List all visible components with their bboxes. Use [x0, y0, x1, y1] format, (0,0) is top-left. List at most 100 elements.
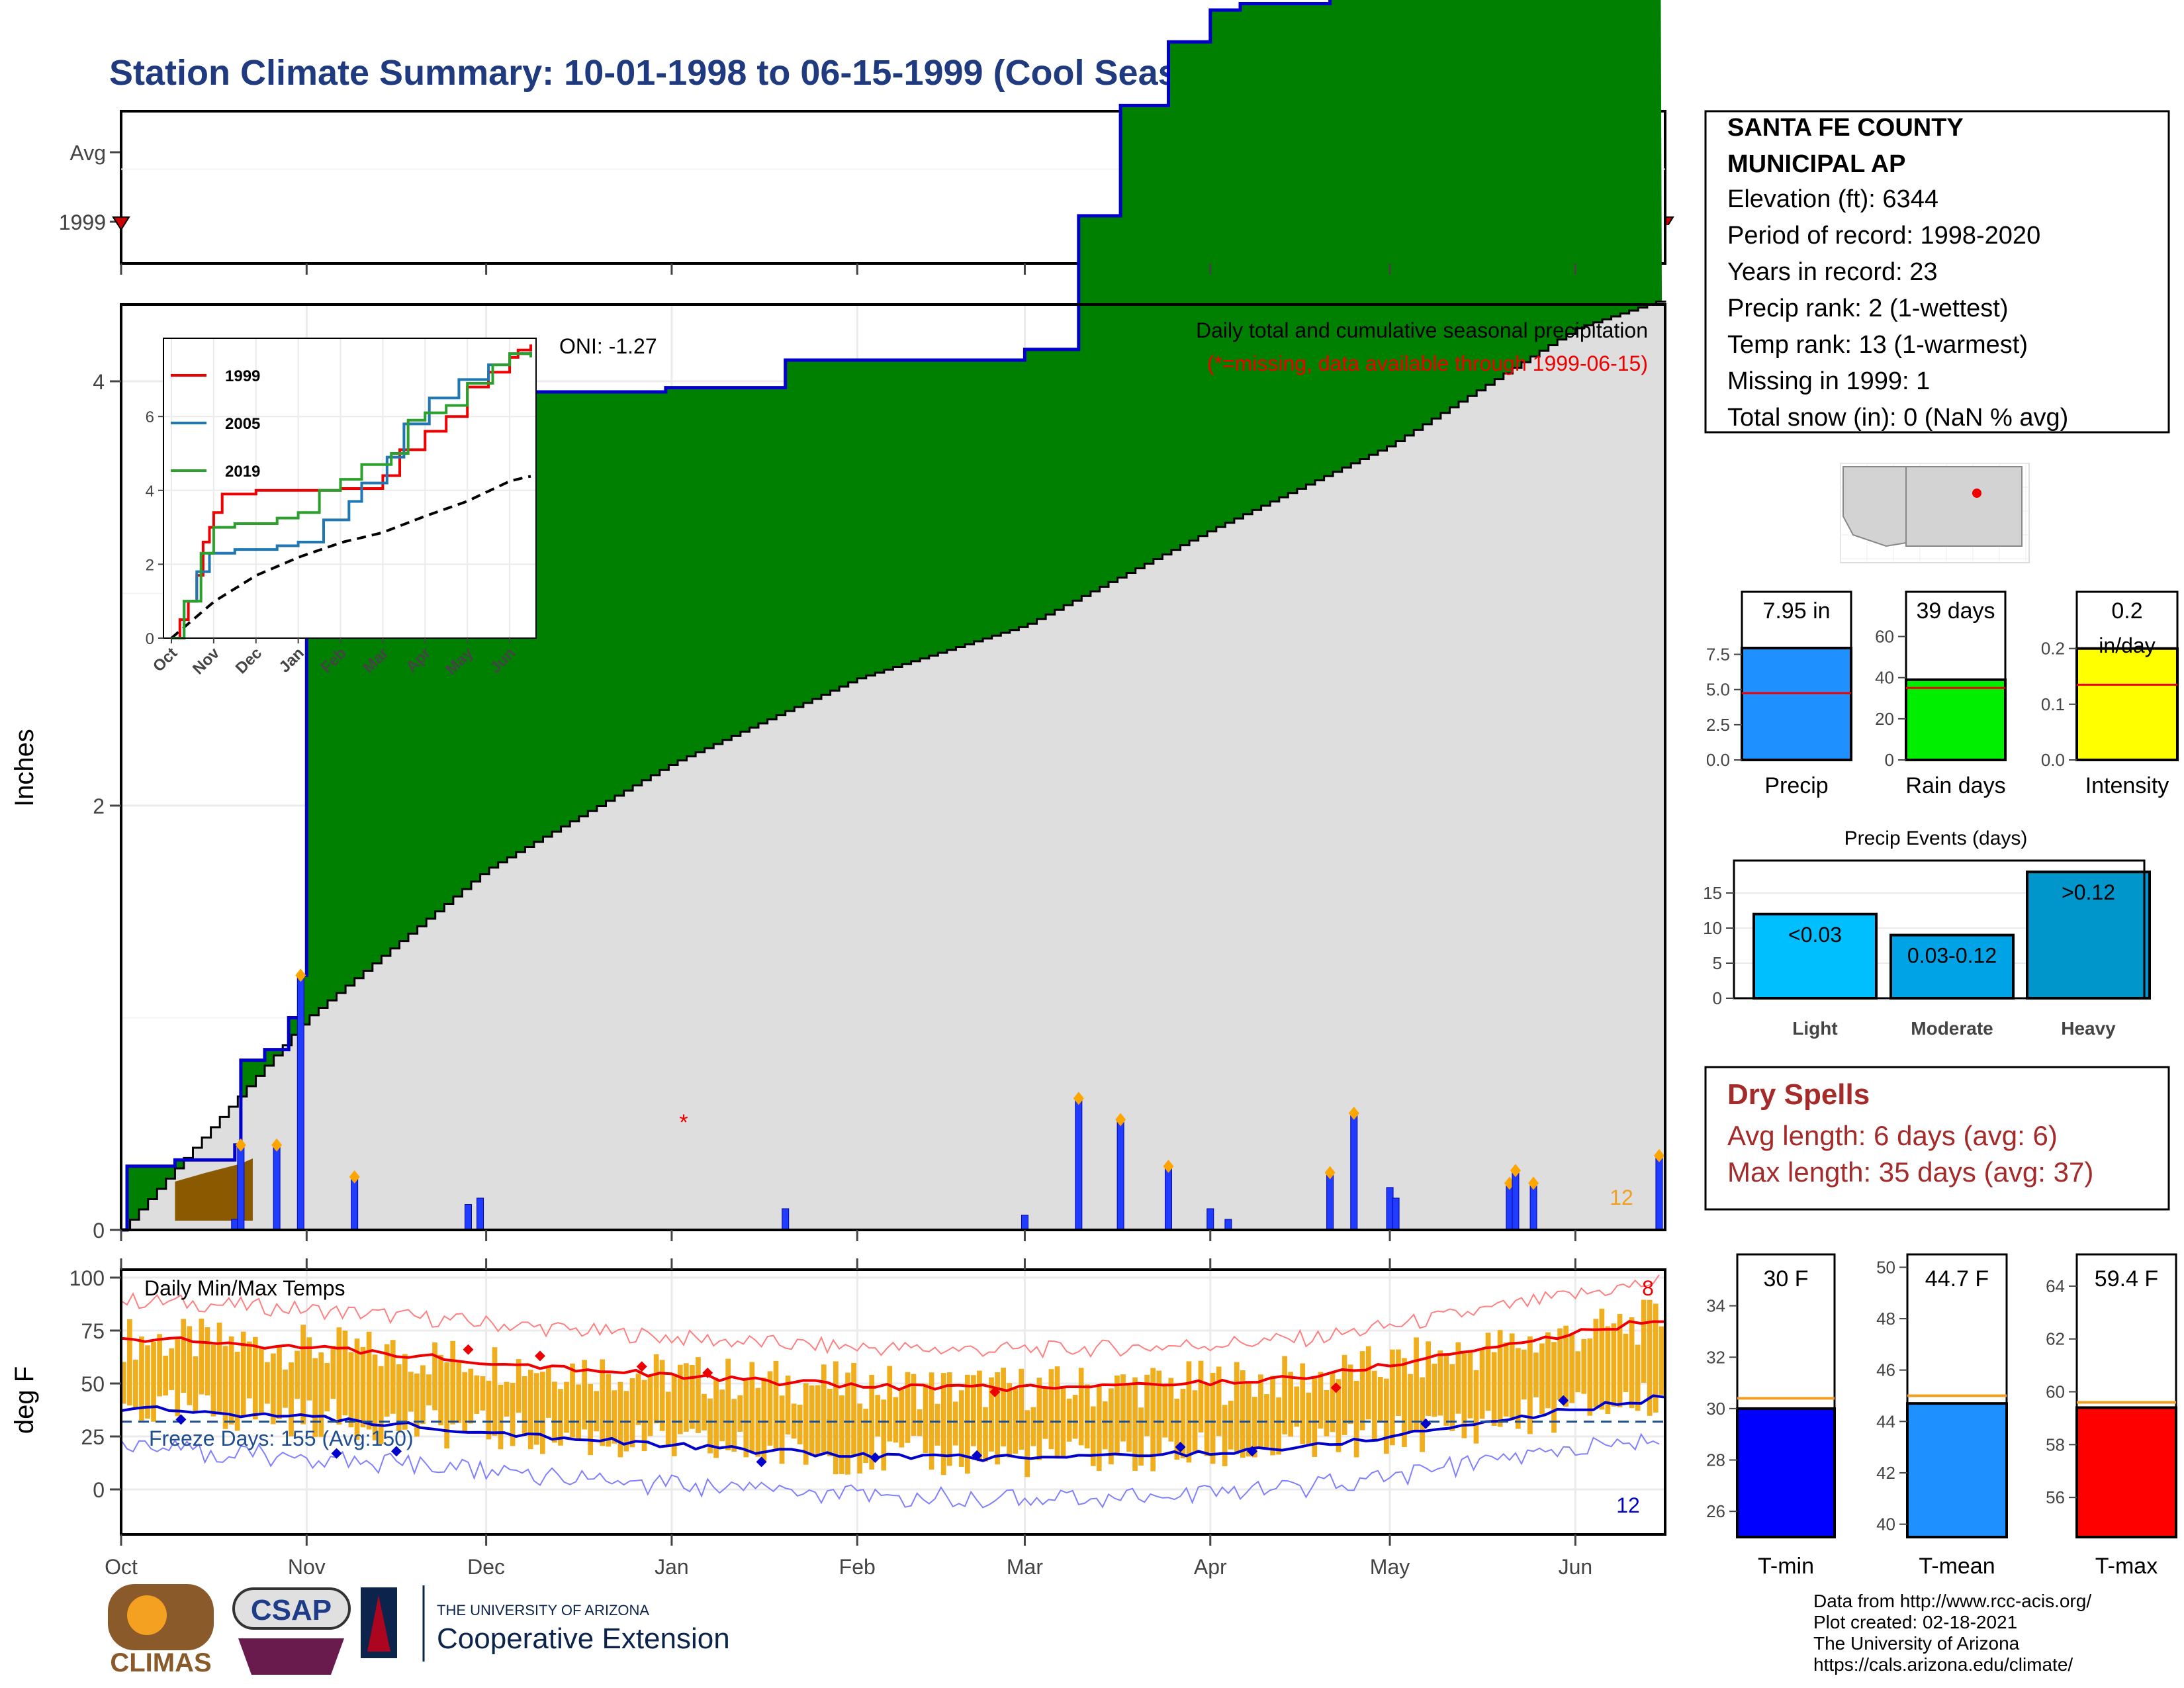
temp-summary-tick-label: 48	[1876, 1309, 1895, 1329]
record-min-line	[120, 1432, 1660, 1509]
daily-temp-bar	[1647, 1299, 1653, 1416]
daily-temp-bar	[1432, 1364, 1437, 1417]
daily-temp-bar	[354, 1338, 360, 1440]
temp-summary-tick-label: 40	[1876, 1515, 1895, 1534]
heavy-event-marker	[1073, 1092, 1084, 1105]
daily-temp-bar	[665, 1391, 671, 1445]
daily-temp-bar	[546, 1366, 551, 1418]
record-low-marker	[1558, 1395, 1569, 1406]
record-low-marker	[870, 1452, 881, 1463]
daily-temp-bar	[246, 1341, 252, 1399]
heavy-event-marker	[1324, 1166, 1336, 1180]
summary-bar-tick-label: 40	[1875, 668, 1894, 688]
temp-summary-tick-label: 44	[1876, 1411, 1895, 1431]
event-bar-label: 0.03-0.12	[1907, 944, 1997, 968]
heavy-event-marker	[1653, 1149, 1664, 1162]
daily-temp-bar	[1455, 1342, 1461, 1414]
daily-temp-bar	[1109, 1388, 1114, 1465]
temp-summary-tick-label: 42	[1876, 1463, 1895, 1483]
climas-logo-sun	[127, 1595, 167, 1635]
events-title: Precip Events (days)	[1844, 827, 2028, 849]
daily-temp-bar	[797, 1404, 803, 1444]
station-info-line: Total snow (in): 0 (NaN % avg)	[1727, 404, 2068, 432]
inset-legend-label: 1999	[225, 367, 260, 385]
record-low-marker	[972, 1450, 983, 1461]
daily-temp-bar	[1042, 1386, 1048, 1439]
temp-panel-frame	[120, 1268, 1666, 1536]
temp-summary-tick-label: 58	[2046, 1434, 2065, 1454]
daily-temp-bar	[330, 1346, 336, 1399]
daily-temp-bar	[151, 1342, 156, 1422]
daily-temp-bar	[1437, 1350, 1443, 1416]
daily-temp-bar	[1001, 1368, 1006, 1447]
daily-temp-bar	[1420, 1377, 1425, 1452]
daily-temp-bar	[1497, 1330, 1503, 1427]
daily-temp-bar	[139, 1336, 144, 1421]
summary-bar-tick-label: 0.0	[2041, 750, 2065, 770]
daily-precip-bar	[1326, 1172, 1334, 1231]
inset-average-line	[170, 475, 531, 639]
events-tick-label: 15	[1703, 883, 1722, 903]
new-mexico-shape	[1905, 466, 2023, 547]
temp-summary-tick-label: 46	[1876, 1360, 1895, 1380]
daily-temp-bar	[737, 1395, 743, 1432]
temp-y-axis-label: deg F	[10, 1366, 39, 1434]
heavy-event-marker	[1528, 1176, 1539, 1190]
daily-temp-bar	[1557, 1328, 1563, 1401]
summary-bar-1	[1905, 678, 2007, 762]
daily-precip-bar	[1392, 1197, 1400, 1231]
daily-temp-bar	[1533, 1352, 1539, 1397]
daily-precip-bar	[1512, 1170, 1520, 1231]
daily-temp-bar	[510, 1383, 516, 1446]
daily-temp-bar	[1174, 1399, 1180, 1460]
station-info-line: Years in record: 23	[1727, 258, 1938, 286]
daily-temp-bar	[426, 1374, 432, 1406]
daily-temp-bar	[127, 1319, 132, 1406]
daily-temp-bar	[527, 1370, 533, 1450]
credit-line: Data from http://www.rcc-acis.org/	[1813, 1591, 2091, 1611]
daily-temp-bar	[318, 1352, 324, 1437]
daily-temp-bar	[522, 1376, 527, 1436]
daily-temp-bar	[121, 1362, 126, 1404]
summary-bar-value: 39 days	[1916, 598, 1995, 624]
inset-y-tick-label: 2	[146, 556, 154, 574]
temp-y-tick-label: 25	[81, 1425, 105, 1449]
temp-x-tick-label: Mar	[1007, 1555, 1043, 1579]
temp-summary-tick-label: 26	[1706, 1501, 1725, 1521]
daily-temp-bar	[731, 1399, 737, 1452]
summary-bar-0	[1741, 646, 1852, 761]
summary-bar-tick-label: 0.0	[1706, 750, 1730, 770]
daily-temp-bar	[289, 1362, 294, 1436]
daily-temp-bar	[1359, 1351, 1365, 1430]
inset-y-tick-label: 4	[146, 483, 154, 500]
precip-panel-frame	[120, 303, 1666, 1231]
first-event-marker	[112, 216, 130, 231]
daily-temp-bar	[1605, 1326, 1611, 1415]
daily-temp-bar	[216, 1323, 222, 1414]
daily-precip-bar	[273, 1145, 281, 1231]
temp-summary-label: T-min	[1758, 1554, 1814, 1579]
daily-precip-bar	[1529, 1182, 1537, 1231]
daily-temp-bar	[779, 1395, 785, 1464]
daily-temp-bar	[606, 1374, 612, 1447]
record-high-marker	[1330, 1382, 1342, 1393]
station-info-line: Precip rank: 2 (1-wettest)	[1727, 295, 2008, 322]
daily-temp-bar	[492, 1347, 498, 1436]
daily-temp-bar	[181, 1319, 187, 1393]
timing-mask-right	[1666, 225, 1706, 265]
daily-temp-bar	[390, 1340, 396, 1414]
daily-temp-bar	[1599, 1308, 1605, 1410]
temp-x-tick-label: Dec	[467, 1555, 505, 1579]
daily-temp-bar	[965, 1374, 970, 1474]
daily-temp-bar	[983, 1407, 988, 1462]
daily-precip-bar	[1224, 1219, 1232, 1231]
record-high-marker	[702, 1368, 713, 1378]
daily-temp-bar	[1629, 1317, 1635, 1409]
daily-temp-bar	[977, 1370, 982, 1462]
summary-bar-unit: in/day	[2099, 633, 2155, 657]
daily-temp-bar	[1659, 1326, 1664, 1395]
daily-temp-bar	[552, 1382, 557, 1443]
record-low-marker	[331, 1448, 342, 1459]
daily-temp-bar	[558, 1389, 563, 1446]
daily-temp-bar	[773, 1360, 779, 1449]
